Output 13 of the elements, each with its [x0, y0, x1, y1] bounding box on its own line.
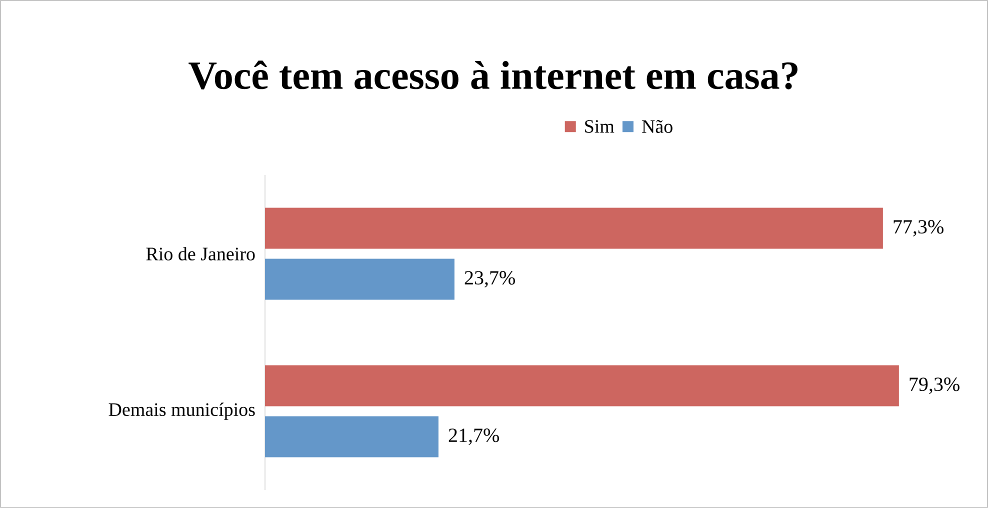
bar — [265, 365, 899, 406]
y-tick-label: Rio de Janeiro — [146, 247, 255, 260]
chart-title: Você tem acesso à internet em casa? — [188, 60, 798, 90]
legend-label: Sim — [585, 120, 614, 133]
bar — [265, 208, 883, 249]
bar — [265, 258, 454, 300]
data-label: 21,7% — [448, 428, 499, 445]
data-label: 23,7% — [464, 271, 515, 288]
bar — [265, 416, 438, 458]
data-label: 79,3% — [910, 378, 960, 394]
y-tick-label: Demais municípios — [108, 402, 255, 420]
legend-label: Não — [642, 120, 672, 133]
data-label: 77,3% — [894, 220, 944, 236]
